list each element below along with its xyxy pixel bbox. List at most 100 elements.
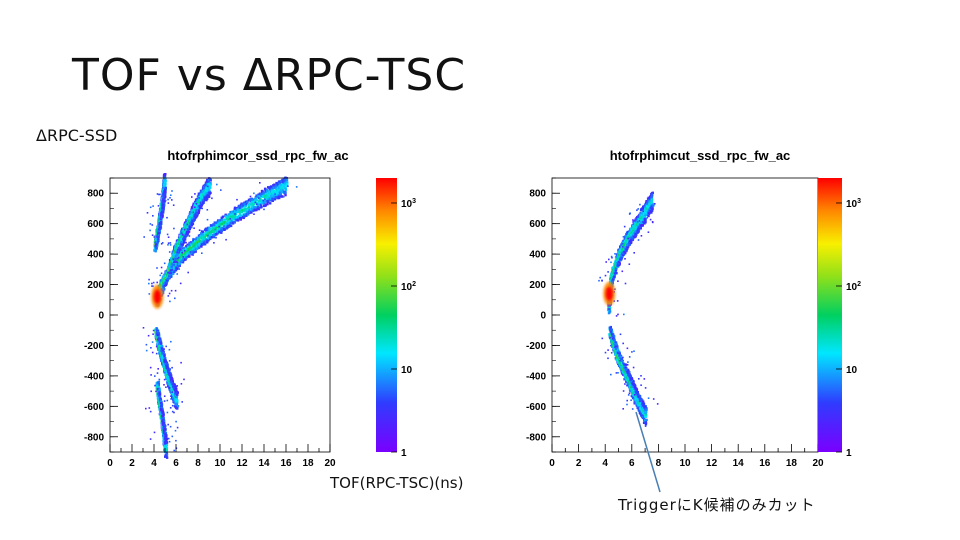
heatmap-cell [155, 390, 157, 393]
heatmap-cell [196, 247, 199, 250]
heatmap-cell [184, 222, 188, 225]
heatmap-cell [266, 189, 269, 192]
heatmap-cell [157, 233, 161, 236]
heatmap-cell [158, 345, 162, 348]
heatmap-cell [174, 289, 177, 292]
heatmap-cell [177, 258, 180, 261]
heatmap-cell [213, 242, 215, 244]
heatmap-cell [225, 222, 228, 225]
heatmap-cell [155, 352, 158, 355]
heatmap-cell [168, 292, 171, 295]
heatmap-cell [162, 216, 164, 219]
heatmap-cell [191, 217, 194, 220]
heatmap-cell [198, 238, 201, 241]
heatmap-cell [177, 259, 180, 263]
heatmap-cell [142, 327, 145, 329]
heatmap-cell [255, 208, 258, 212]
heatmap-cell [207, 185, 209, 188]
heatmap-cell [223, 225, 225, 227]
heatmap-cell [215, 226, 218, 229]
heatmap-cell [181, 234, 184, 236]
heatmap-cell [255, 201, 258, 205]
heatmap-cell [155, 240, 158, 243]
heatmap-cell [162, 412, 165, 415]
heatmap-cell [208, 184, 211, 187]
heatmap-cell [167, 202, 170, 204]
heatmap-cell [249, 195, 252, 198]
heatmap-cell [218, 225, 220, 228]
annotation-text: TriggerにK候補のみカット [618, 496, 816, 514]
heatmap-cell [203, 237, 206, 241]
heatmap-cell [173, 411, 175, 414]
heatmap-cell [149, 229, 151, 232]
heatmap-cell [278, 186, 281, 189]
heatmap-cell [165, 361, 169, 364]
heatmap-cell [161, 204, 164, 207]
heatmap-cell [173, 388, 177, 391]
heatmap-cell [264, 200, 267, 203]
heatmap-cell [174, 248, 177, 251]
heatmap-cell [239, 216, 243, 220]
heatmap-cell [151, 351, 154, 354]
heatmap-cell [169, 197, 171, 199]
heatmap-cell [204, 233, 207, 236]
heatmap-cell [271, 188, 274, 191]
heatmap-cell [269, 185, 273, 188]
heatmap-cell [161, 417, 164, 420]
heatmap-cell [271, 194, 275, 197]
heatmap-cell [269, 199, 272, 202]
heatmap-cell [229, 224, 233, 228]
heatmap-cell [233, 217, 236, 220]
heatmap-cell [188, 235, 191, 237]
heatmap-cell [196, 195, 200, 198]
heatmap-cell [160, 243, 163, 245]
heatmap-cell [171, 366, 173, 369]
heatmap-cell [163, 355, 166, 358]
heatmap-cell [200, 245, 203, 248]
heatmap-cell [157, 205, 160, 207]
heatmap-cell [171, 262, 174, 265]
heatmap-cell [189, 222, 192, 225]
heatmap-cell [157, 383, 160, 386]
heatmap-cell [173, 383, 176, 386]
band-upper-left [143, 173, 175, 253]
heatmap-cell [180, 240, 184, 244]
heatmap-cell [169, 275, 172, 278]
heatmap-cell [186, 232, 188, 234]
heatmap-cell [284, 193, 287, 197]
heatmap-cell [207, 179, 211, 182]
heatmap-cell [273, 183, 276, 186]
heatmap-cell [267, 199, 270, 203]
heatmap-cell [180, 229, 183, 232]
heatmap-cell [203, 243, 207, 246]
heatmap-cell [176, 405, 180, 408]
heatmap-cell [174, 268, 178, 272]
heatmap-cell [245, 214, 248, 217]
heatmap-cell [237, 210, 240, 213]
heatmap-cell [245, 203, 247, 206]
heatmap-cell [170, 289, 173, 292]
heatmap-cell [201, 207, 203, 210]
heatmap-cell [233, 215, 236, 218]
heatmap-cell [268, 194, 271, 197]
heatmap-cell [190, 244, 193, 247]
heatmap-cell [194, 213, 198, 216]
heatmap-cell [269, 202, 272, 205]
heatmap-cell [190, 252, 193, 255]
heatmap-cell [213, 221, 216, 224]
heatmap-cell [206, 218, 209, 221]
heatmap-cell [161, 352, 164, 355]
heatmap-cell [160, 286, 163, 290]
heatmap-cell [226, 217, 229, 220]
heatmap-cell [183, 240, 186, 244]
heatmap-cell [167, 271, 169, 274]
heatmap-cell [238, 212, 242, 215]
heatmap-cell [170, 340, 172, 343]
heatmap-cell [215, 230, 218, 233]
heatmap-cell [162, 175, 166, 178]
heatmap-cell [163, 353, 166, 356]
heatmap-cell [217, 222, 220, 225]
heatmap-cell [206, 236, 210, 240]
heatmap-cell [161, 355, 165, 358]
heatmap-cell [246, 210, 249, 214]
